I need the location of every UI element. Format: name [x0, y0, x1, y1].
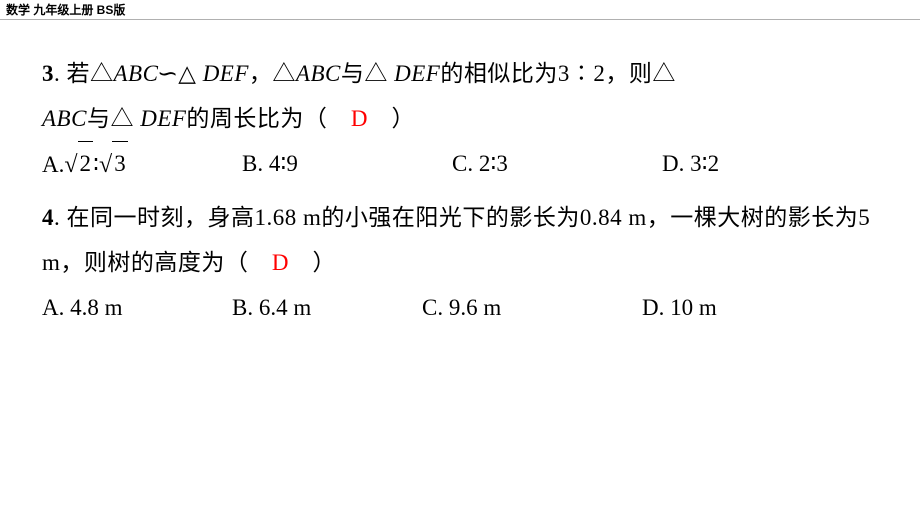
q4-option-b: B. 6.4 m [232, 286, 422, 331]
q3-option-d: D. 3∶2 [662, 142, 878, 189]
q3-t1: . 若△ [54, 61, 114, 86]
q3-def3: DEF [134, 106, 186, 131]
q3-number: 3 [42, 61, 54, 86]
q3-optA-label: A. [42, 152, 64, 177]
q3-option-b: B. 4∶9 [242, 142, 452, 189]
q3-l2e: 的周长比为（ [186, 106, 327, 131]
q3-sqrt2: 3 [112, 141, 128, 187]
header-bar: 数学 九年级上册 BS版 [0, 0, 920, 20]
header-label: 数学 九年级上册 BS版 [6, 1, 125, 18]
q3-def2: DEF [388, 61, 440, 86]
sqrt-icon-1: 2 [64, 142, 93, 189]
q4-options: A. 4.8 m B. 6.4 m C. 9.6 m D. 10 m [42, 286, 878, 331]
content-panel: 3. 若△ABC∽△ DEF，△ABC与△ DEF的相似比为3∶2，则△ ABC… [14, 22, 906, 510]
q3-option-a: A.2∶3 [42, 142, 242, 189]
q3-tri2: △ [178, 61, 196, 86]
q3-text: 3. 若△ABC∽△ DEF，△ABC与△ DEF的相似比为3∶2，则△ ABC… [42, 52, 878, 142]
q3-m5: 的相似比为3∶2，则△ [440, 61, 676, 86]
q4-option-a: A. 4.8 m [42, 286, 232, 331]
q3-def1: DEF [196, 61, 248, 86]
q4-option-c: C. 9.6 m [422, 286, 642, 331]
question-4: 4. 在同一时刻，身高1.68 m的小强在阳光下的影长为0.84 m，一棵大树的… [42, 196, 878, 331]
q3-abc1: ABC [114, 61, 159, 86]
sqrt-icon-2: 3 [99, 142, 128, 189]
q4-close: ） [313, 250, 337, 275]
q4-t1: . 在同一时刻，身高1.68 m的小强在阳光下的影长为0.84 m，一棵大树的影… [42, 205, 870, 275]
q4-option-d: D. 10 m [642, 286, 878, 331]
q3-option-c: C. 2∶3 [452, 142, 662, 189]
q3-abc3: ABC [42, 106, 87, 131]
q3-m1: ，△ [249, 61, 296, 86]
q4-number: 4 [42, 205, 54, 230]
q3-close: ） [392, 106, 416, 131]
q3-abc2: ABC [296, 61, 341, 86]
q3-answer: D [351, 106, 368, 131]
question-3: 3. 若△ABC∽△ DEF，△ABC与△ DEF的相似比为3∶2，则△ ABC… [42, 52, 878, 188]
q3-l2m: 与△ [87, 106, 134, 131]
q4-text: 4. 在同一时刻，身高1.68 m的小强在阳光下的影长为0.84 m，一棵大树的… [42, 196, 878, 286]
q4-answer: D [272, 250, 289, 275]
q3-m3: 与△ [341, 61, 388, 86]
q3-sqrt1: 2 [78, 141, 94, 187]
q3-options: A.2∶3 B. 4∶9 C. 2∶3 D. 3∶2 [42, 142, 878, 189]
q3-similar: ∽ [157, 52, 179, 97]
